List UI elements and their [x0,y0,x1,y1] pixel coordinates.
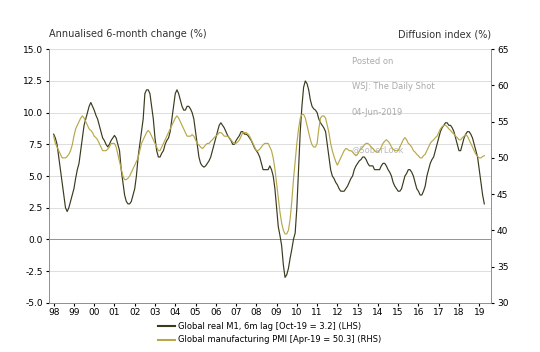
Text: 04-Jun-2019: 04-Jun-2019 [352,108,403,117]
Text: WSJ: The Daily Shot: WSJ: The Daily Shot [352,82,435,91]
Text: Posted on: Posted on [352,57,393,66]
Text: Annualised 6-month change (%): Annualised 6-month change (%) [49,29,206,39]
Text: @SoberLook: @SoberLook [352,146,404,155]
Text: Diffusion index (%): Diffusion index (%) [399,29,491,39]
Legend: Global real M1, 6m lag [Oct-19 = 3.2] (LHS), Global manufacturing PMI [Apr-19 = : Global real M1, 6m lag [Oct-19 = 3.2] (L… [155,319,385,348]
